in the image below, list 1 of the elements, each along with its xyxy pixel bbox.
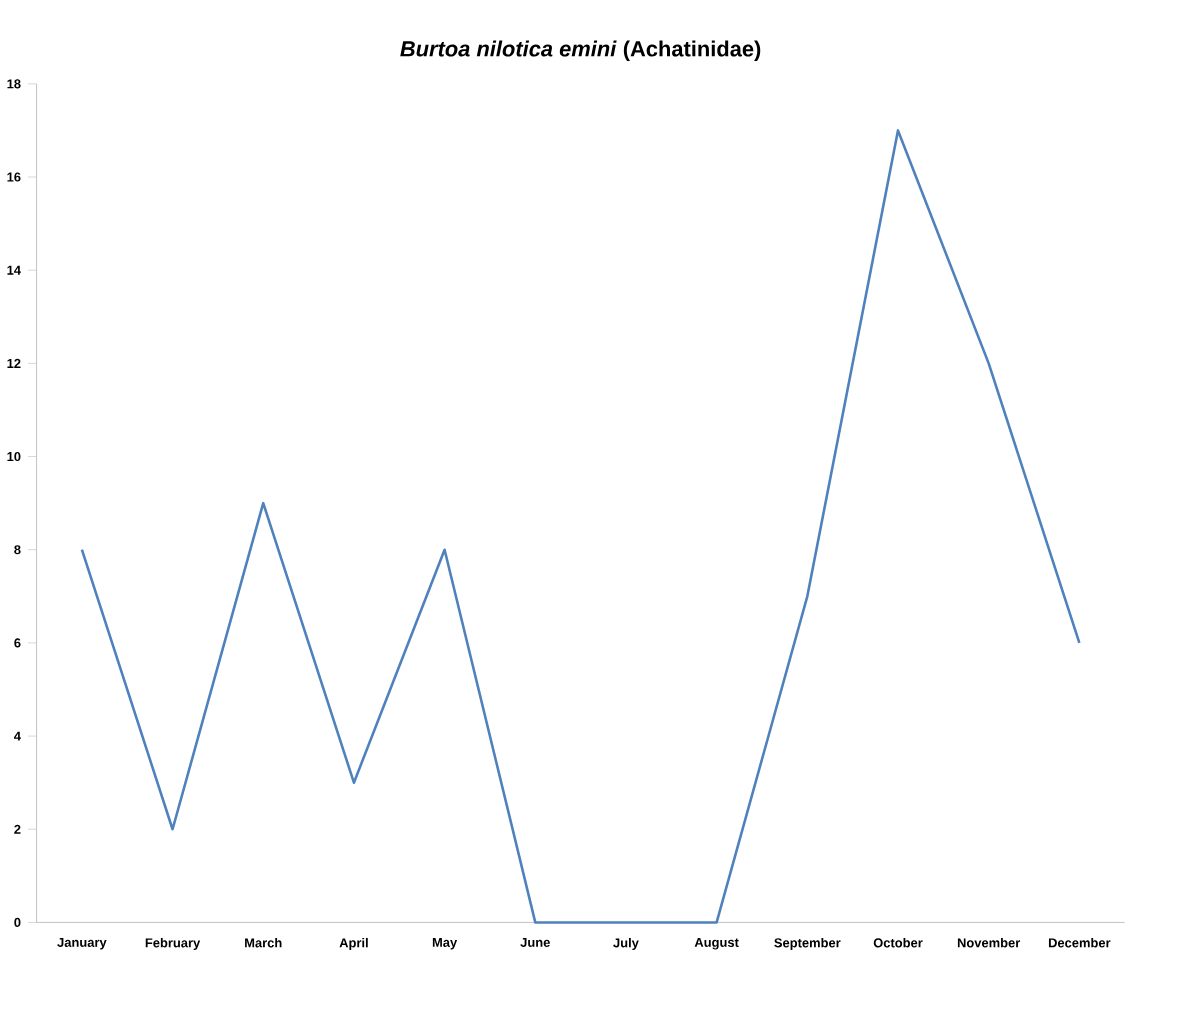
chart-title: Burtoa nilotica emini (Achatinidae): [400, 40, 761, 61]
